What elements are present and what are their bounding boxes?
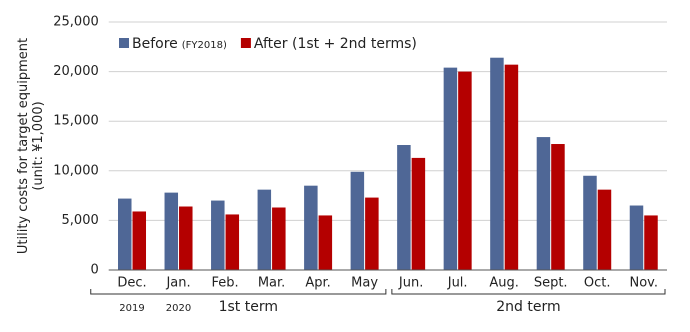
legend-label: Before bbox=[132, 36, 178, 52]
bar bbox=[443, 67, 458, 270]
legend-swatch bbox=[240, 38, 251, 48]
legend-swatch bbox=[119, 38, 129, 48]
bar bbox=[597, 189, 612, 270]
x-sub-label: 2019 bbox=[119, 303, 144, 314]
x-tick-label: Apr. bbox=[305, 276, 330, 291]
y-axis-label-line: Utility costs for target equipment bbox=[16, 38, 31, 254]
legend-note: (FY2018) bbox=[182, 40, 227, 51]
x-tick-label: Oct. bbox=[584, 276, 611, 291]
x-sub-label: 2020 bbox=[166, 303, 191, 314]
bar bbox=[225, 214, 240, 270]
x-tick-label: Aug. bbox=[489, 276, 519, 291]
bar bbox=[629, 205, 644, 270]
term-bracket bbox=[391, 289, 666, 295]
x-tick-label: Nov. bbox=[629, 276, 658, 291]
y-tick-label: 5,000 bbox=[62, 213, 99, 228]
bar bbox=[350, 171, 365, 270]
bar bbox=[536, 137, 551, 270]
bar bbox=[644, 215, 658, 270]
y-tick-label: 10,000 bbox=[53, 163, 99, 178]
bar bbox=[411, 157, 426, 270]
bar bbox=[458, 71, 472, 270]
x-tick-label: Feb. bbox=[211, 276, 238, 291]
bar bbox=[365, 197, 379, 270]
term-bracket bbox=[90, 289, 387, 295]
y-axis-label-line: (unit: ¥1,000) bbox=[31, 101, 46, 190]
bar bbox=[318, 215, 333, 270]
term-label: 2nd term bbox=[496, 299, 560, 315]
x-tick-label: Dec. bbox=[117, 276, 146, 291]
y-tick-label: 15,000 bbox=[53, 114, 99, 129]
bar bbox=[504, 64, 519, 270]
x-tick-label: Jun. bbox=[398, 276, 423, 291]
bar bbox=[304, 185, 318, 270]
bar bbox=[583, 175, 597, 270]
x-tick-label: Jan. bbox=[165, 276, 190, 291]
y-tick-label: 25,000 bbox=[53, 15, 99, 30]
bar bbox=[272, 207, 286, 270]
bar bbox=[118, 198, 132, 270]
bar bbox=[164, 192, 179, 270]
term-label: 1st term bbox=[219, 299, 278, 315]
bar bbox=[211, 200, 225, 270]
y-tick-label: 20,000 bbox=[53, 64, 99, 79]
y-axis-label: Utility costs for target equipment(unit:… bbox=[16, 38, 46, 254]
x-tick-label: May bbox=[351, 276, 378, 291]
y-tick-label: 0 bbox=[90, 263, 98, 278]
bar bbox=[132, 211, 147, 270]
x-tick-label: Sept. bbox=[534, 276, 568, 291]
x-tick-label: Jul. bbox=[447, 276, 468, 291]
x-tick-label: Mar. bbox=[258, 276, 285, 291]
legend-label: After (1st + 2nd terms) bbox=[254, 36, 417, 52]
bar bbox=[257, 189, 272, 270]
bar bbox=[397, 145, 411, 270]
bar bbox=[179, 206, 193, 270]
bar bbox=[551, 144, 565, 270]
bar bbox=[490, 57, 504, 270]
